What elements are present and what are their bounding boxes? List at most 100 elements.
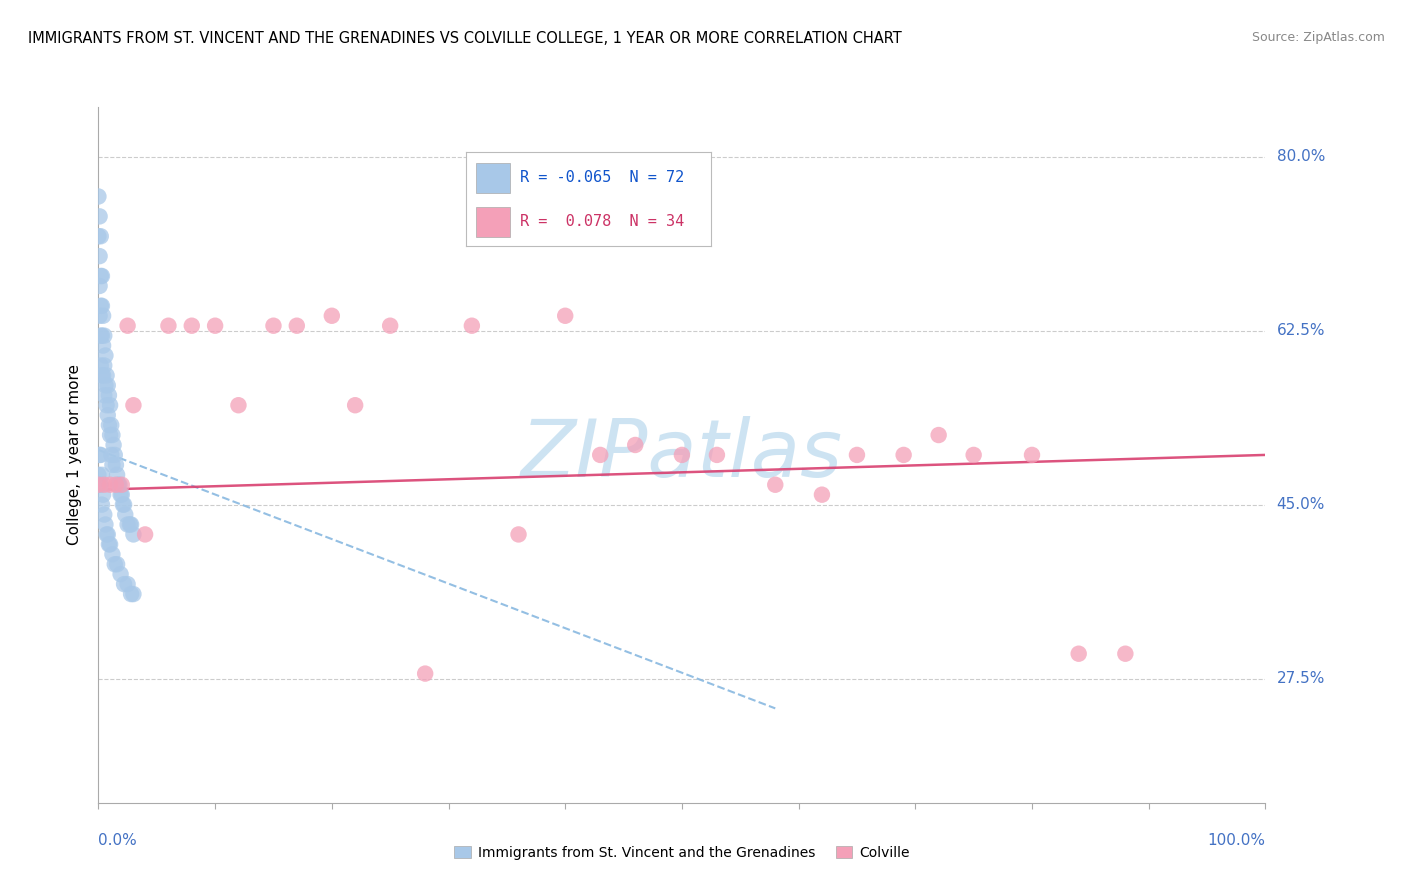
- Point: [706, 448, 728, 462]
- Point: [120, 587, 142, 601]
- Point: [589, 448, 612, 462]
- Point: [122, 398, 145, 412]
- Point: [103, 438, 125, 452]
- Point: [94, 349, 117, 363]
- Point: [89, 210, 111, 224]
- Point: [928, 428, 950, 442]
- Point: [91, 338, 114, 352]
- Point: [87, 229, 110, 244]
- Text: IMMIGRANTS FROM ST. VINCENT AND THE GRENADINES VS COLVILLE COLLEGE, 1 YEAR OR MO: IMMIGRANTS FROM ST. VINCENT AND THE GREN…: [28, 31, 901, 46]
- Point: [105, 467, 128, 482]
- Point: [93, 477, 115, 491]
- Point: [97, 388, 120, 402]
- Point: [671, 448, 693, 462]
- Point: [100, 418, 122, 433]
- Point: [111, 488, 134, 502]
- Point: [105, 558, 128, 572]
- Point: [101, 428, 124, 442]
- Point: [134, 527, 156, 541]
- Point: [117, 577, 139, 591]
- Y-axis label: College, 1 year or more: College, 1 year or more: [67, 365, 83, 545]
- Point: [94, 517, 117, 532]
- Point: [89, 279, 111, 293]
- Legend: Immigrants from St. Vincent and the Grenadines, Colville: Immigrants from St. Vincent and the Gren…: [449, 840, 915, 865]
- Point: [180, 318, 202, 333]
- Point: [104, 558, 127, 572]
- Point: [98, 428, 121, 442]
- Point: [101, 458, 124, 472]
- Point: [117, 517, 139, 532]
- Point: [321, 309, 343, 323]
- Point: [87, 477, 110, 491]
- Text: 45.0%: 45.0%: [1277, 497, 1324, 512]
- Point: [89, 249, 111, 263]
- Point: [93, 328, 115, 343]
- Point: [893, 448, 915, 462]
- Point: [114, 508, 136, 522]
- Point: [89, 477, 111, 491]
- Point: [554, 309, 576, 323]
- Point: [962, 448, 984, 462]
- Point: [97, 418, 120, 433]
- Point: [508, 527, 530, 541]
- Point: [89, 448, 111, 462]
- Point: [117, 318, 139, 333]
- Point: [763, 477, 786, 491]
- Point: [108, 477, 131, 491]
- Point: [90, 268, 112, 283]
- Point: [100, 448, 122, 462]
- Point: [91, 488, 114, 502]
- Point: [1114, 647, 1136, 661]
- Point: [1067, 647, 1090, 661]
- Point: [204, 318, 226, 333]
- Point: [1021, 448, 1043, 462]
- Text: Source: ZipAtlas.com: Source: ZipAtlas.com: [1251, 31, 1385, 45]
- Point: [120, 517, 142, 532]
- Point: [98, 537, 121, 551]
- Point: [87, 467, 110, 482]
- Point: [104, 458, 127, 472]
- Point: [107, 477, 129, 491]
- Point: [89, 309, 111, 323]
- Point: [90, 328, 112, 343]
- Point: [97, 378, 120, 392]
- Point: [112, 498, 135, 512]
- Point: [90, 448, 112, 462]
- Point: [228, 398, 250, 412]
- Point: [111, 498, 134, 512]
- Point: [90, 229, 112, 244]
- Point: [94, 378, 117, 392]
- Point: [90, 498, 112, 512]
- Point: [91, 309, 114, 323]
- Point: [93, 359, 115, 373]
- Point: [380, 318, 402, 333]
- Point: [96, 368, 118, 383]
- Point: [624, 438, 647, 452]
- Point: [90, 268, 112, 283]
- Point: [344, 398, 367, 412]
- Point: [93, 508, 115, 522]
- Point: [90, 299, 112, 313]
- Point: [97, 537, 120, 551]
- Text: 80.0%: 80.0%: [1277, 149, 1324, 164]
- Point: [118, 517, 141, 532]
- Point: [87, 189, 110, 203]
- Point: [98, 398, 121, 412]
- Text: 62.5%: 62.5%: [1277, 323, 1324, 338]
- Point: [90, 328, 112, 343]
- Text: ZIPatlas: ZIPatlas: [520, 416, 844, 494]
- Point: [110, 488, 132, 502]
- Text: 27.5%: 27.5%: [1277, 671, 1324, 686]
- Point: [122, 587, 145, 601]
- Point: [112, 577, 135, 591]
- Point: [96, 398, 118, 412]
- Point: [157, 318, 180, 333]
- Point: [111, 477, 134, 491]
- Point: [93, 388, 115, 402]
- Point: [90, 477, 112, 491]
- Point: [811, 488, 834, 502]
- Point: [90, 467, 112, 482]
- Point: [91, 368, 114, 383]
- Point: [285, 318, 308, 333]
- Point: [461, 318, 484, 333]
